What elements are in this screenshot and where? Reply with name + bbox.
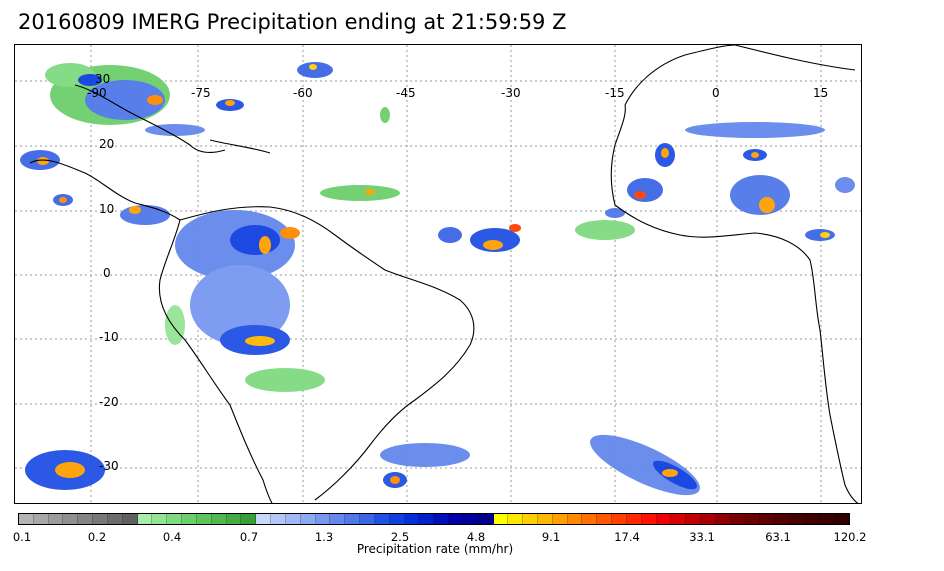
colorbar-swatch: [597, 514, 613, 524]
colorbar-swatch: [626, 514, 642, 524]
colorbar-swatch: [686, 514, 702, 524]
colorbar-swatch: [330, 514, 346, 524]
colorbar-swatch: [226, 514, 242, 524]
colorbar-swatch: [404, 514, 420, 524]
lon-label: -30: [501, 86, 521, 100]
colorbar-swatch: [300, 514, 316, 524]
colorbar-swatch: [552, 514, 568, 524]
colorbar-swatch: [374, 514, 390, 524]
lon-label: -75: [191, 86, 211, 100]
colorbar-tick: 4.8: [466, 530, 486, 544]
lat-label: 0: [103, 266, 111, 280]
colorbar-swatch: [715, 514, 731, 524]
colorbar-swatch: [360, 514, 375, 524]
lon-label: 15: [813, 86, 828, 100]
lon-label: -60: [293, 86, 313, 100]
colorbar-tick: 9.1: [541, 530, 561, 544]
colorbar-tick: 120.2: [833, 530, 867, 544]
colorbar-swatch: [271, 514, 286, 524]
colorbar-tick: 0.4: [162, 530, 182, 544]
colorbar-swatch: [137, 514, 153, 524]
colorbar-swatch: [567, 514, 583, 524]
lat-label: -20: [99, 395, 119, 409]
colorbar-swatch: [107, 514, 123, 524]
colorbar-swatch: [48, 514, 64, 524]
graticule: [15, 45, 861, 503]
precipitation-map: -90 -75 -60 -45 -30 -15 0 15 30 20 10 0 …: [14, 44, 862, 504]
longitude-labels: -90 -75 -60 -45 -30 -15 0 15: [87, 86, 828, 100]
colorbar-swatch: [730, 514, 746, 524]
colorbar-swatch: [656, 514, 672, 524]
colorbar-swatch: [834, 514, 850, 524]
colorbar-swatch: [345, 514, 361, 524]
colorbar-swatch: [582, 514, 598, 524]
colorbar-swatch: [463, 514, 479, 524]
colorbar-tick: 0.7: [239, 530, 259, 544]
colorbar-swatch: [241, 514, 257, 524]
precipitation-field: [20, 62, 855, 496]
lon-label: -15: [605, 86, 625, 100]
colorbar-tick: 2.5: [390, 530, 410, 544]
precipitation-colorbar: [18, 513, 850, 525]
colorbar-swatch: [182, 514, 197, 524]
lon-label: -90: [87, 86, 107, 100]
colorbar-swatch: [790, 514, 805, 524]
colorbar-swatch: [523, 514, 538, 524]
colorbar-swatch: [819, 514, 835, 524]
colorbar-swatch: [671, 514, 687, 524]
colorbar-tick: 33.1: [689, 530, 715, 544]
colorbar-tick: 0.2: [87, 530, 107, 544]
map-canvas: -90 -75 -60 -45 -30 -15 0 15 30 20 10 0 …: [15, 45, 861, 503]
lon-label: 0: [712, 86, 720, 100]
lon-label: -45: [396, 86, 416, 100]
colorbar-swatch: [78, 514, 94, 524]
map-title: 20160809 IMERG Precipitation ending at 2…: [18, 10, 567, 34]
colorbar-swatch: [211, 514, 227, 524]
colorbar-swatch: [122, 514, 138, 524]
colorbar-swatch: [285, 514, 301, 524]
colorbar-tick: 63.1: [765, 530, 791, 544]
colorbar-swatch: [167, 514, 183, 524]
colorbar-swatch: [315, 514, 331, 524]
colorbar-swatch: [760, 514, 776, 524]
colorbar-swatch: [152, 514, 168, 524]
colorbar-swatch: [804, 514, 820, 524]
colorbar-swatch: [745, 514, 761, 524]
colorbar-tick: 0.1: [12, 530, 32, 544]
lat-label: 30: [95, 72, 110, 86]
colorbar-swatch: [63, 514, 79, 524]
colorbar-swatch: [419, 514, 435, 524]
colorbar-swatch: [33, 514, 49, 524]
colorbar-swatch: [196, 514, 212, 524]
colorbar-swatch: [775, 514, 791, 524]
colorbar-swatch: [612, 514, 627, 524]
colorbar-swatch: [537, 514, 553, 524]
lat-label: 20: [99, 137, 114, 151]
latitude-labels: 30 20 10 0 -10 -20 -30: [95, 72, 119, 473]
colorbar-swatch: [508, 514, 524, 524]
colorbar-swatch: [701, 514, 716, 524]
colorbar-swatch: [93, 514, 108, 524]
lat-label: -10: [99, 330, 119, 344]
colorbar-swatch: [389, 514, 405, 524]
colorbar-swatch: [493, 514, 509, 524]
colorbar-swatch: [256, 514, 272, 524]
colorbar-swatch: [478, 514, 494, 524]
colorbar-swatch: [449, 514, 464, 524]
colorbar-title: Precipitation rate (mm/hr): [356, 542, 514, 556]
lat-label: 10: [99, 202, 114, 216]
lat-label: -30: [99, 459, 119, 473]
colorbar-swatch: [434, 514, 450, 524]
colorbar-tick: 1.3: [314, 530, 334, 544]
colorbar-tick: 17.4: [614, 530, 640, 544]
colorbar-swatch: [19, 514, 34, 524]
colorbar-swatch: [641, 514, 657, 524]
coastlines: [29, 45, 859, 503]
